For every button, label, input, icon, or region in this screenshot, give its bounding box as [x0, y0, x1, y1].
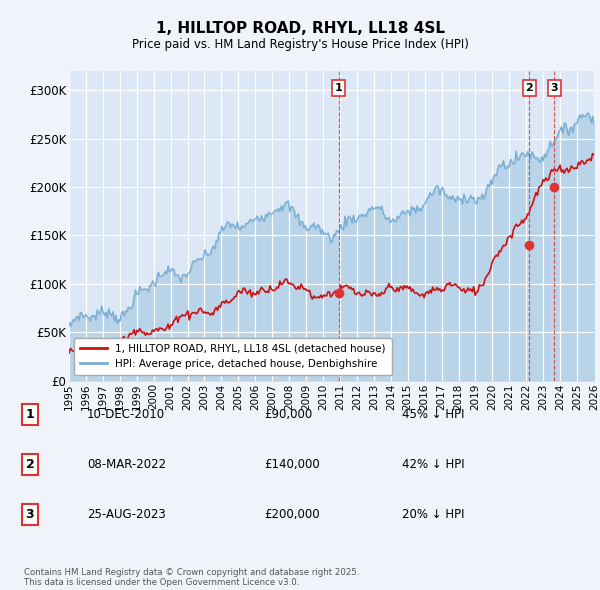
Text: £200,000: £200,000: [264, 508, 320, 521]
Text: 1: 1: [335, 83, 343, 93]
Text: 20% ↓ HPI: 20% ↓ HPI: [402, 508, 464, 521]
Text: 42% ↓ HPI: 42% ↓ HPI: [402, 458, 464, 471]
Text: 45% ↓ HPI: 45% ↓ HPI: [402, 408, 464, 421]
Text: Price paid vs. HM Land Registry's House Price Index (HPI): Price paid vs. HM Land Registry's House …: [131, 38, 469, 51]
Text: £140,000: £140,000: [264, 458, 320, 471]
Text: 2: 2: [26, 458, 34, 471]
Text: 10-DEC-2010: 10-DEC-2010: [87, 408, 165, 421]
Text: 3: 3: [26, 508, 34, 521]
Legend: 1, HILLTOP ROAD, RHYL, LL18 4SL (detached house), HPI: Average price, detached h: 1, HILLTOP ROAD, RHYL, LL18 4SL (detache…: [74, 337, 392, 375]
Text: 3: 3: [550, 83, 558, 93]
Text: 08-MAR-2022: 08-MAR-2022: [87, 458, 166, 471]
Text: 25-AUG-2023: 25-AUG-2023: [87, 508, 166, 521]
Text: 1, HILLTOP ROAD, RHYL, LL18 4SL: 1, HILLTOP ROAD, RHYL, LL18 4SL: [155, 21, 445, 35]
Text: Contains HM Land Registry data © Crown copyright and database right 2025.
This d: Contains HM Land Registry data © Crown c…: [24, 568, 359, 587]
Text: 2: 2: [526, 83, 533, 93]
Text: 1: 1: [26, 408, 34, 421]
Text: £90,000: £90,000: [264, 408, 312, 421]
